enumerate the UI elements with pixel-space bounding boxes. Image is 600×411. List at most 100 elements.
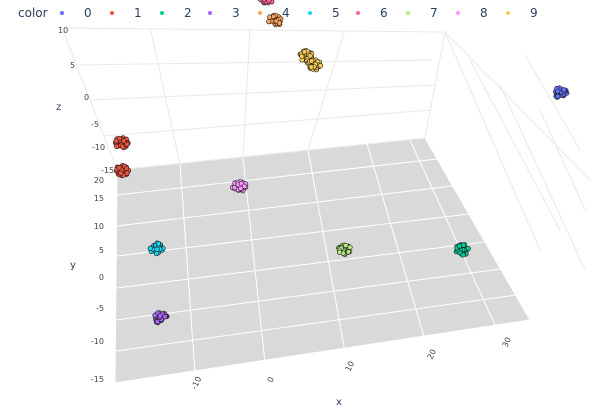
data-clusters: [112, 0, 570, 326]
cluster-5[interactable]: [147, 240, 166, 257]
legend-item-4[interactable]: 4: [258, 6, 290, 20]
y-tick-label: 15: [94, 194, 104, 203]
legend-label: 9: [530, 6, 538, 20]
legend-label: 8: [480, 6, 488, 20]
x-tick-label: 30: [501, 336, 513, 349]
legend-item-9[interactable]: 9: [506, 6, 538, 20]
legend-marker: [258, 11, 262, 15]
x-axis-ticks: -10 0 10 20 30: [190, 336, 513, 391]
legend-label: 2: [184, 6, 192, 20]
back-wall-grid: [61, 26, 591, 271]
cluster-2[interactable]: [453, 242, 471, 258]
data-point: [337, 249, 343, 255]
data-point: [124, 141, 130, 147]
data-point: [155, 241, 162, 247]
data-point: [231, 185, 238, 191]
data-point: [266, 19, 272, 25]
legend-item-8[interactable]: 8: [456, 6, 488, 20]
data-point: [241, 183, 247, 189]
z-axis-title: z: [56, 102, 61, 113]
legend-label: 5: [332, 6, 340, 20]
data-point: [307, 53, 313, 59]
data-point: [261, 0, 267, 3]
data-point: [152, 312, 158, 318]
cluster-9[interactable]: [305, 57, 324, 73]
cluster-6[interactable]: [257, 0, 275, 6]
data-point: [113, 138, 119, 144]
cluster-8[interactable]: [230, 179, 249, 194]
legend-label: 4: [282, 6, 290, 20]
data-point: [555, 88, 561, 94]
cluster-1[interactable]: [113, 163, 132, 178]
legend-marker: [110, 11, 114, 15]
cluster-3[interactable]: [152, 310, 170, 326]
z-tick-label: 10: [58, 26, 68, 35]
y-axis-title: y: [70, 260, 76, 271]
cluster-0[interactable]: [552, 85, 570, 100]
cluster-1[interactable]: [112, 135, 131, 151]
legend-marker: [60, 11, 64, 15]
legend-label: 3: [232, 6, 240, 20]
legend-marker: [456, 11, 460, 15]
y-tick-label: 5: [99, 246, 104, 255]
y-tick-label: 20: [94, 176, 104, 185]
x-tick-label: -10: [190, 375, 204, 391]
z-tick-label: -5: [91, 120, 99, 129]
data-point: [465, 246, 471, 252]
data-point: [317, 63, 324, 69]
cluster-9[interactable]: [297, 47, 315, 64]
data-point: [154, 250, 160, 257]
legend-marker: [506, 11, 510, 15]
legend-item-2[interactable]: 2: [160, 6, 192, 20]
data-point: [308, 64, 314, 70]
data-point: [147, 245, 153, 251]
legend-marker: [356, 11, 360, 15]
data-point: [301, 49, 308, 55]
y-tick-label: 10: [94, 222, 104, 231]
legend: color 0 1 2 3 4 5 6 7 8 9: [18, 6, 538, 20]
y-tick-label: -15: [91, 375, 104, 384]
legend-item-3[interactable]: 3: [208, 6, 240, 20]
data-point: [154, 246, 160, 252]
data-point: [114, 143, 120, 149]
data-point: [119, 144, 126, 150]
legend-marker: [160, 11, 164, 15]
legend-item-1[interactable]: 1: [110, 6, 142, 20]
x-axis-title: x: [336, 397, 342, 408]
z-tick-label: 0: [84, 93, 89, 102]
xy-floor-plane: [114, 137, 531, 384]
data-point: [266, 0, 272, 4]
data-point: [116, 135, 123, 142]
x-tick-label: 10: [344, 360, 356, 373]
legend-item-7[interactable]: 7: [406, 6, 438, 20]
data-point: [257, 0, 263, 2]
data-point: [299, 53, 305, 59]
legend-item-0[interactable]: 0: [60, 6, 92, 20]
data-point: [162, 314, 168, 320]
data-point: [456, 243, 463, 249]
data-point: [116, 165, 122, 171]
data-point: [555, 93, 561, 99]
legend-item-5[interactable]: 5: [308, 6, 340, 20]
data-point: [345, 249, 352, 255]
legend-item-6[interactable]: 6: [356, 6, 388, 20]
y-tick-label: -5: [96, 304, 104, 313]
legend-label: 7: [430, 6, 438, 20]
data-point: [309, 58, 315, 64]
data-point: [561, 87, 567, 93]
legend-label: 6: [380, 6, 388, 20]
y-axis-ticks: 20 15 10 5 0 -5 -10 -15: [91, 176, 104, 384]
x-tick-label: 20: [426, 348, 438, 361]
cluster-4[interactable]: [266, 12, 284, 28]
cluster-7[interactable]: [336, 242, 353, 257]
floor-grid: [115, 139, 517, 373]
data-point: [343, 242, 349, 249]
z-tick-label: 5: [70, 61, 75, 70]
legend-marker: [406, 11, 410, 15]
legend-marker: [308, 11, 312, 15]
x-tick-label: 0: [266, 375, 276, 383]
z-axis-ticks: 10 5 0 -5 -10 -15: [58, 26, 114, 175]
data-point: [347, 244, 353, 250]
legend-title: color: [18, 6, 48, 20]
